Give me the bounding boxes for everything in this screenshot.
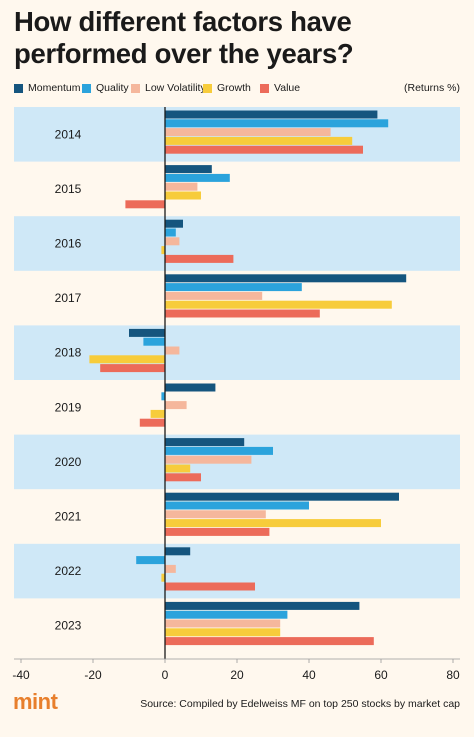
bar-low-volatility-2016 [165,237,180,246]
chart-title: How different factors have performed ove… [14,6,354,69]
bar-growth-2015 [165,191,201,200]
bar-growth-2014 [165,136,353,145]
x-tick-label-0: 0 [162,668,169,682]
legend-swatch-value [260,83,269,93]
bar-low-volatility-2022 [165,564,176,573]
legend-label-growth: Growth [217,82,251,94]
bar-growth-2020 [165,464,191,473]
band-2016 [14,216,460,271]
bar-value-2018 [100,364,165,373]
x-tick-label-40: 40 [302,668,316,682]
x-tick-label--20: -20 [84,668,102,682]
bar-momentum-2018 [129,328,165,337]
year-label-2020: 2020 [55,455,82,469]
year-label-2015: 2015 [55,182,82,196]
bar-value-2020 [165,473,201,482]
bar-low-volatility-2018 [165,346,180,355]
bar-low-volatility-2023 [165,619,281,628]
bar-low-volatility-2014 [165,128,331,137]
x-tick-label-60: 60 [374,668,388,682]
x-tick-label--40: -40 [12,668,30,682]
year-label-2021: 2021 [55,510,82,524]
legend-label-momentum: Momentum [28,82,81,94]
bar-value-2019 [139,418,165,427]
bar-momentum-2022 [165,547,191,556]
bar-growth-2016 [161,246,165,255]
bar-momentum-2014 [165,110,378,119]
bar-growth-2021 [165,519,381,528]
year-label-2016: 2016 [55,237,82,251]
legend-swatch-momentum [14,83,23,93]
bar-value-2023 [165,637,374,646]
legend-item-value: Value [260,81,300,95]
bar-momentum-2015 [165,165,212,174]
mint-logo: mint [13,689,58,714]
bar-quality-2017 [165,283,302,292]
bar-momentum-2023 [165,601,360,610]
legend-label-value: Value [274,82,301,94]
year-label-2014: 2014 [55,127,82,141]
bar-value-2017 [165,309,320,318]
legend-swatch-low-volatility [131,83,140,93]
unit-note: (Returns %) [403,82,460,94]
bar-quality-2022 [136,556,165,565]
year-label-2017: 2017 [55,291,82,305]
bar-growth-2022 [161,573,165,582]
bar-momentum-2020 [165,438,245,447]
bar-momentum-2019 [165,383,216,392]
bar-growth-2023 [165,628,281,637]
bar-quality-2023 [165,610,288,619]
band-2018 [14,325,460,380]
x-tick-label-20: 20 [230,668,244,682]
bar-quality-2016 [165,228,176,237]
x-tick-label-80: 80 [446,668,460,682]
legend-item-growth: Growth [203,81,251,95]
bar-chart: 2014 2015 2016 2017 2018 2019 2020 2021 2022 2023… [12,107,460,682]
bar-momentum-2017 [165,274,407,283]
legend-item-quality: Quality [82,81,129,95]
bar-value-2014 [165,145,363,154]
bar-momentum-2016 [165,219,183,228]
legend-label-quality: Quality [96,82,129,94]
legend-label-low-volatility: Low Volatility [145,82,206,94]
bar-value-2016 [165,254,234,263]
year-label-2022: 2022 [55,564,82,578]
legend-item-low-volatility: Low Volatility [131,81,206,95]
bar-value-2022 [165,582,255,591]
bar-quality-2015 [165,173,230,182]
bar-growth-2019 [150,409,165,418]
bar-quality-2019 [161,392,165,401]
bar-growth-2018 [89,355,165,364]
bar-low-volatility-2020 [165,455,252,464]
bar-low-volatility-2021 [165,510,266,519]
bar-quality-2018 [143,337,165,346]
bar-low-volatility-2019 [165,401,187,410]
bar-momentum-2021 [165,492,399,501]
legend-swatch-quality [82,83,91,93]
legend-item-momentum: Momentum [14,81,81,95]
bar-low-volatility-2015 [165,182,198,191]
source-note: Source: Compiled by Edelweiss MF on top … [140,698,460,710]
bar-low-volatility-2017 [165,291,263,300]
year-label-2019: 2019 [55,400,82,414]
legend-swatch-growth [203,83,212,93]
bar-quality-2014 [165,119,389,128]
bar-growth-2017 [165,300,392,309]
legend: Momentum Quality Low Volatility Growth V… [14,81,460,95]
bar-value-2021 [165,527,270,536]
bar-value-2015 [125,200,165,209]
bar-quality-2020 [165,446,273,455]
year-label-2023: 2023 [55,619,82,633]
year-label-2018: 2018 [55,346,82,360]
bar-quality-2021 [165,501,309,510]
